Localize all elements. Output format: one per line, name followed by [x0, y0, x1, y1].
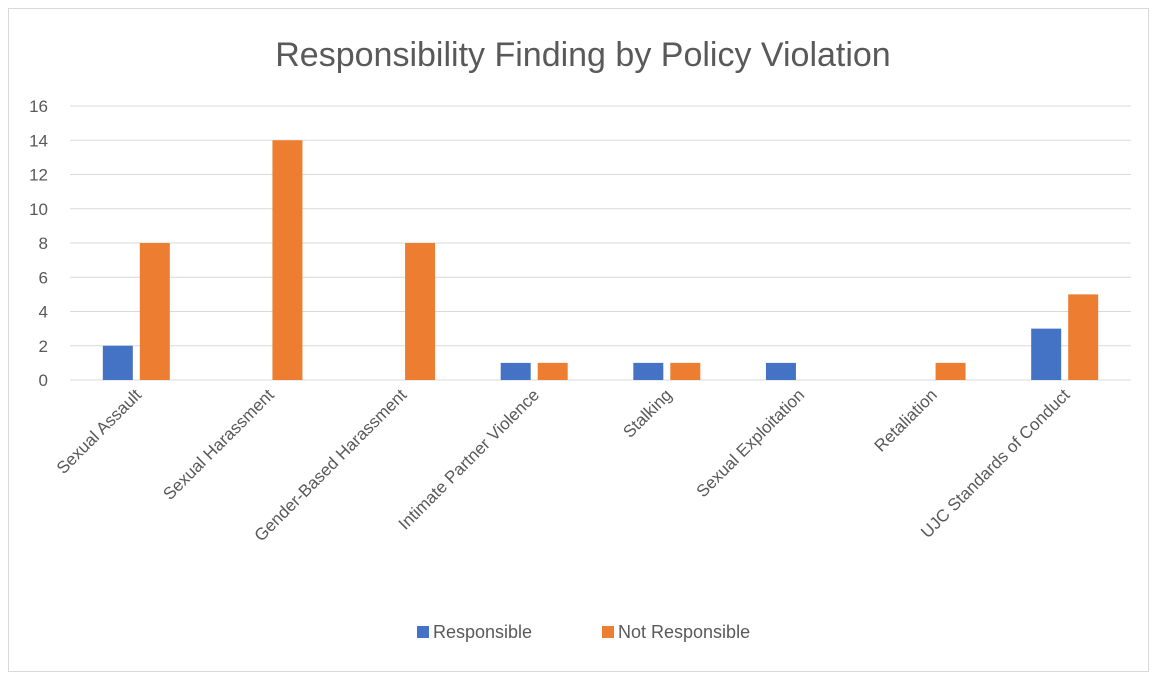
gridlines	[70, 105, 1131, 381]
legend-label: Not Responsible	[618, 622, 750, 642]
y-tick-label: 12	[29, 166, 48, 185]
category-label: Sexual Harassment	[159, 385, 278, 504]
y-tick-label: 10	[29, 200, 48, 219]
x-axis-category-labels: Sexual Assault Sexual HarassmentGender-Ba…	[53, 385, 1074, 545]
y-tick-label: 4	[39, 303, 48, 322]
category-label: Retaliation	[871, 385, 941, 455]
bar-responsible	[102, 345, 133, 380]
legend-swatch	[602, 626, 614, 638]
bar-responsible	[633, 362, 664, 380]
y-tick-label: 6	[39, 268, 48, 287]
legend-label: Responsible	[433, 622, 532, 642]
category-label: Sexual Exploitation	[693, 385, 809, 501]
bar-not-responsible	[670, 362, 701, 380]
bar-not-responsible	[139, 243, 170, 380]
bar-not-responsible	[272, 140, 303, 380]
y-axis-tick-labels: 0 2 4 6 8 10 12 14 16	[29, 97, 48, 390]
chart-title: Responsibility Finding by Policy Violati…	[275, 36, 890, 74]
bar-series	[102, 140, 1099, 380]
y-tick-label: 8	[39, 234, 48, 253]
bar-not-responsible	[405, 243, 436, 380]
category-label: Intimate Partner Violence	[395, 385, 543, 533]
category-label: Sexual Assault	[53, 385, 145, 477]
legend: Responsible Not Responsible	[417, 622, 750, 642]
legend-swatch	[417, 626, 429, 638]
y-tick-label: 2	[39, 337, 48, 356]
bar-not-responsible	[537, 362, 568, 380]
chart-frame	[8, 8, 1149, 672]
y-tick-label: 16	[29, 97, 48, 116]
category-label: UJC Standards of Conduct	[917, 385, 1074, 542]
category-label: Stalking	[619, 385, 675, 441]
bar-responsible	[1031, 328, 1062, 380]
bar-not-responsible	[935, 362, 966, 380]
category-label: Gender-Based Harassment	[251, 385, 411, 545]
bar-responsible	[765, 362, 796, 380]
bar-responsible	[500, 362, 531, 380]
bar-not-responsible	[1068, 294, 1099, 380]
y-tick-label: 14	[29, 131, 48, 150]
y-tick-label: 0	[39, 371, 48, 390]
